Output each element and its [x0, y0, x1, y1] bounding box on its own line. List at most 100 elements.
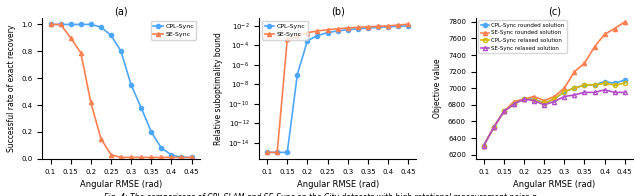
- Title: (b): (b): [331, 7, 344, 17]
- SE-Sync relaxed solution: [601, 89, 609, 91]
- SE-Sync rounded solution: [621, 21, 628, 23]
- Line: CPL-Sync: CPL-Sync: [265, 24, 410, 154]
- CPL-Sync relaxed solution: [531, 99, 538, 101]
- Line: CPL-Sync: CPL-Sync: [49, 22, 194, 160]
- CPL-Sync: [97, 26, 105, 28]
- SE-Sync relaxed solution: [520, 98, 528, 100]
- CPL-Sync: [107, 34, 115, 36]
- SE-Sync: [354, 26, 362, 29]
- SE-Sync: [284, 38, 291, 41]
- Title: (c): (c): [548, 7, 561, 17]
- CPL-Sync relaxed solution: [480, 144, 488, 147]
- CPL-Sync rounded solution: [520, 98, 528, 100]
- SE-Sync: [67, 37, 74, 39]
- CPL-Sync relaxed solution: [510, 103, 518, 105]
- SE-Sync: [394, 24, 402, 26]
- CPL-Sync relaxed solution: [601, 82, 609, 84]
- SE-Sync rounded solution: [561, 87, 568, 89]
- CPL-Sync: [47, 23, 54, 26]
- SE-Sync rounded solution: [550, 95, 558, 98]
- SE-Sync rounded solution: [580, 62, 588, 64]
- CPL-Sync rounded solution: [561, 90, 568, 93]
- SE-Sync: [87, 101, 95, 103]
- CPL-Sync relaxed solution: [540, 102, 548, 104]
- CPL-Sync relaxed solution: [550, 98, 558, 100]
- SE-Sync relaxed solution: [480, 144, 488, 147]
- Line: SE-Sync: SE-Sync: [265, 22, 410, 154]
- CPL-Sync rounded solution: [611, 82, 618, 84]
- SE-Sync rounded solution: [500, 110, 508, 113]
- CPL-Sync relaxed solution: [561, 90, 568, 93]
- SE-Sync: [344, 27, 351, 29]
- CPL-Sync: [354, 28, 362, 30]
- SE-Sync: [384, 25, 392, 27]
- Legend: CPL-Sync, SE-Sync: CPL-Sync, SE-Sync: [151, 21, 196, 40]
- SE-Sync relaxed solution: [611, 91, 618, 93]
- SE-Sync: [178, 156, 186, 159]
- SE-Sync relaxed solution: [500, 110, 508, 113]
- SE-Sync relaxed solution: [540, 104, 548, 106]
- SE-Sync rounded solution: [601, 33, 609, 35]
- Y-axis label: Relative suboptimality bound: Relative suboptimality bound: [214, 32, 223, 145]
- CPL-Sync: [364, 27, 372, 29]
- Title: (a): (a): [114, 7, 128, 17]
- SE-Sync: [374, 25, 381, 27]
- CPL-Sync relaxed solution: [570, 87, 578, 89]
- CPL-Sync: [374, 26, 381, 29]
- SE-Sync relaxed solution: [531, 100, 538, 102]
- SE-Sync: [188, 156, 195, 159]
- Line: SE-Sync: SE-Sync: [49, 22, 194, 160]
- CPL-Sync: [384, 26, 392, 28]
- Legend: CPL-Sync rounded solution, SE-Sync rounded solution, CPL-Sync relaxed solution, : CPL-Sync rounded solution, SE-Sync round…: [479, 21, 566, 53]
- CPL-Sync rounded solution: [601, 80, 609, 83]
- SE-Sync relaxed solution: [561, 95, 568, 98]
- X-axis label: Angular RMSE (rad): Angular RMSE (rad): [296, 180, 379, 189]
- Line: SE-Sync relaxed solution: SE-Sync relaxed solution: [482, 88, 627, 148]
- SE-Sync: [364, 26, 372, 28]
- CPL-Sync rounded solution: [490, 126, 498, 128]
- Line: SE-Sync rounded solution: SE-Sync rounded solution: [482, 20, 627, 148]
- CPL-Sync: [87, 23, 95, 26]
- SE-Sync: [334, 28, 342, 30]
- SE-Sync: [47, 23, 54, 26]
- SE-Sync: [107, 154, 115, 156]
- CPL-Sync: [404, 25, 412, 27]
- SE-Sync: [263, 151, 271, 153]
- SE-Sync: [314, 30, 321, 32]
- Legend: CPL-Sync, SE-Sync: CPL-Sync, SE-Sync: [262, 21, 308, 40]
- SE-Sync: [404, 23, 412, 25]
- CPL-Sync: [157, 147, 165, 149]
- SE-Sync relaxed solution: [510, 103, 518, 105]
- SE-Sync rounded solution: [591, 46, 598, 48]
- CPL-Sync: [324, 32, 332, 34]
- Y-axis label: Objective value: Objective value: [433, 58, 442, 118]
- SE-Sync rounded solution: [531, 95, 538, 98]
- SE-Sync: [127, 156, 135, 159]
- CPL-Sync rounded solution: [500, 110, 508, 113]
- CPL-Sync: [394, 25, 402, 27]
- CPL-Sync rounded solution: [480, 144, 488, 147]
- CPL-Sync: [344, 29, 351, 31]
- CPL-Sync: [67, 23, 74, 26]
- CPL-Sync rounded solution: [510, 103, 518, 105]
- SE-Sync relaxed solution: [570, 94, 578, 96]
- SE-Sync relaxed solution: [591, 91, 598, 93]
- CPL-Sync relaxed solution: [520, 98, 528, 100]
- CPL-Sync relaxed solution: [500, 110, 508, 113]
- CPL-Sync: [314, 34, 321, 37]
- CPL-Sync: [188, 156, 195, 159]
- CPL-Sync relaxed solution: [621, 82, 628, 84]
- SE-Sync relaxed solution: [621, 91, 628, 93]
- SE-Sync: [147, 156, 155, 159]
- CPL-Sync: [127, 84, 135, 86]
- CPL-Sync: [138, 107, 145, 109]
- X-axis label: Angular RMSE (rad): Angular RMSE (rad): [513, 180, 595, 189]
- SE-Sync: [294, 34, 301, 37]
- CPL-Sync: [178, 156, 186, 159]
- SE-Sync: [273, 151, 281, 153]
- CPL-Sync relaxed solution: [591, 84, 598, 86]
- SE-Sync: [157, 156, 165, 159]
- SE-Sync: [138, 156, 145, 159]
- SE-Sync relaxed solution: [580, 91, 588, 93]
- CPL-Sync: [294, 73, 301, 76]
